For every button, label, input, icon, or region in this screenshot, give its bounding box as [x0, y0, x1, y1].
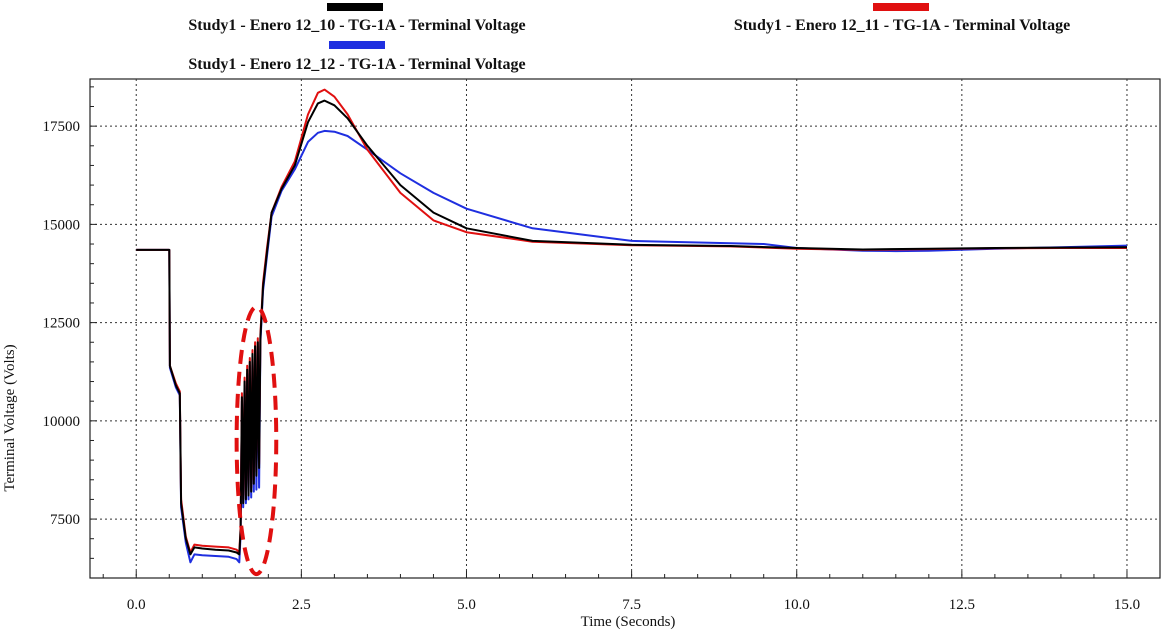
x-axis-title: Time (Seconds): [581, 614, 676, 630]
y-tick-label: 15000: [43, 217, 81, 233]
y-tick-label: 12500: [43, 316, 81, 332]
legend-swatch-enero-12-11: [873, 3, 929, 11]
axis-ticks: 0.0 2.5 5.0 7.5 10.0 12.5 15.0 7500 10000 12500 15…: [43, 86, 1161, 613]
grid: [90, 79, 1160, 578]
y-tick-label: 7500: [50, 512, 80, 528]
x-tick-label: 15.0: [1114, 597, 1140, 613]
oscillation-highlight-ellipse: [234, 304, 279, 577]
x-tick-label: 10.0: [784, 597, 810, 613]
legend-label-enero-12-12: Study1 - Enero 12_12 - TG-1A - Terminal …: [188, 56, 525, 73]
legend-entry-enero-12-11[interactable]: Study1 - Enero 12_11 - TG-1A - Terminal …: [734, 3, 1070, 34]
legend-label-enero-12-11: Study1 - Enero 12_11 - TG-1A - Terminal …: [734, 17, 1070, 34]
y-tick-label: 10000: [43, 414, 81, 430]
legend-entry-enero-12-10[interactable]: Study1 - Enero 12_10 - TG-1A - Terminal …: [188, 3, 526, 34]
x-tick-label: 5.0: [457, 597, 476, 613]
x-tick-label: 0.0: [127, 597, 146, 613]
x-tick-label: 7.5: [622, 597, 641, 613]
series-line-10[interactable]: [136, 99, 1128, 556]
legend-label-enero-12-10: Study1 - Enero 12_10 - TG-1A - Terminal …: [188, 17, 525, 34]
annotations: [234, 304, 279, 577]
x-tick-label: 2.5: [292, 597, 311, 613]
legend-entry-enero-12-12[interactable]: Study1 - Enero 12_12 - TG-1A - Terminal …: [188, 41, 526, 73]
plot-area-frame: [89, 78, 1161, 579]
y-tick-label: 17500: [43, 119, 81, 135]
legend-swatch-enero-12-12: [329, 41, 385, 49]
x-tick-label: 12.5: [949, 597, 975, 613]
series-lines: [136, 88, 1128, 564]
legend: Study1 - Enero 12_10 - TG-1A - Terminal …: [188, 3, 1070, 73]
legend-swatch-enero-12-10: [327, 3, 383, 11]
y-axis-title: Terminal Voltage (Volts): [2, 344, 18, 491]
